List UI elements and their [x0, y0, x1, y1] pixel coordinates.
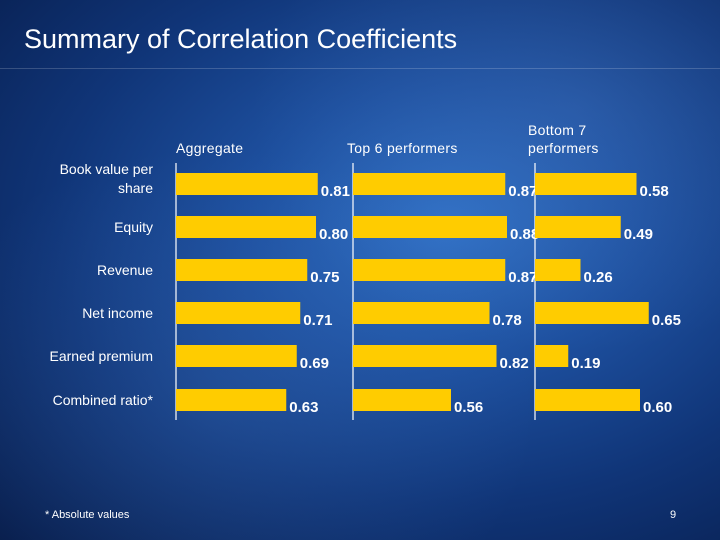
value-label-bottom-7-performers-earned-premium: 0.19 — [571, 355, 600, 372]
value-label-top-6-performers-earned-premium: 0.82 — [500, 355, 529, 372]
value-label-aggregate-revenue: 0.75 — [310, 269, 339, 286]
category-label-combined-ratio: Combined ratio* — [53, 392, 154, 408]
value-label-aggregate-earned-premium: 0.69 — [300, 355, 329, 372]
bar-aggregate-book-value-per-share — [176, 173, 318, 195]
footnote: * Absolute values — [45, 509, 130, 521]
bar-top-6-performers-equity — [353, 216, 507, 238]
value-label-aggregate-net-income: 0.71 — [303, 312, 332, 329]
bar-top-6-performers-book-value-per-share — [353, 173, 506, 195]
value-label-bottom-7-performers-equity: 0.49 — [624, 226, 653, 243]
value-label-top-6-performers-combined-ratio: 0.56 — [454, 399, 483, 416]
bar-top-6-performers-revenue — [353, 259, 506, 281]
value-label-aggregate-combined-ratio: 0.63 — [289, 399, 318, 416]
category-label-revenue: Revenue — [97, 262, 153, 278]
value-label-aggregate-book-value-per-share: 0.81 — [321, 183, 350, 200]
value-label-aggregate-equity: 0.80 — [319, 226, 348, 243]
bar-bottom-7-performers-book-value-per-share — [535, 173, 637, 195]
bar-aggregate-earned-premium — [176, 345, 297, 367]
value-label-bottom-7-performers-revenue: 0.26 — [584, 269, 613, 286]
bar-bottom-7-performers-combined-ratio — [535, 389, 640, 411]
category-label-equity: Equity — [114, 219, 153, 235]
category-label-earned-premium: Earned premium — [50, 348, 154, 364]
panel-header-top-performers: Top 6 performers — [347, 140, 458, 156]
panel-header-aggregate: Aggregate — [176, 140, 244, 156]
bar-bottom-7-performers-net-income — [535, 302, 649, 324]
bar-top-6-performers-combined-ratio — [353, 389, 451, 411]
value-label-top-6-performers-net-income: 0.78 — [493, 312, 522, 329]
bar-bottom-7-performers-revenue — [535, 259, 581, 281]
bar-bottom-7-performers-earned-premium — [535, 345, 569, 367]
page-number: 9 — [670, 509, 677, 521]
bar-aggregate-revenue — [176, 259, 308, 281]
value-label-bottom-7-performers-book-value-per-share: 0.58 — [640, 183, 669, 200]
value-label-bottom-7-performers-net-income: 0.65 — [652, 312, 681, 329]
value-label-bottom-7-performers-combined-ratio: 0.60 — [643, 399, 672, 416]
value-label-top-6-performers-revenue: 0.87 — [508, 269, 537, 286]
bar-top-6-performers-earned-premium — [353, 345, 497, 367]
value-label-top-6-performers-equity: 0.88 — [510, 226, 539, 243]
bar-bottom-7-performers-equity — [535, 216, 621, 238]
bar-aggregate-combined-ratio — [176, 389, 287, 411]
slide-title: Summary of Correlation Coefficients — [24, 24, 458, 54]
bar-aggregate-net-income — [176, 302, 301, 324]
bar-top-6-performers-net-income — [353, 302, 490, 324]
value-label-top-6-performers-book-value-per-share: 0.87 — [508, 183, 537, 200]
panel-header-bottom-performers: Bottom 7 performers — [528, 122, 599, 156]
category-label-net-income: Net income — [82, 305, 153, 321]
title-divider — [0, 68, 720, 69]
category-label-book-value-per-share: Book value per share — [60, 161, 154, 196]
bar-aggregate-equity — [176, 216, 316, 238]
